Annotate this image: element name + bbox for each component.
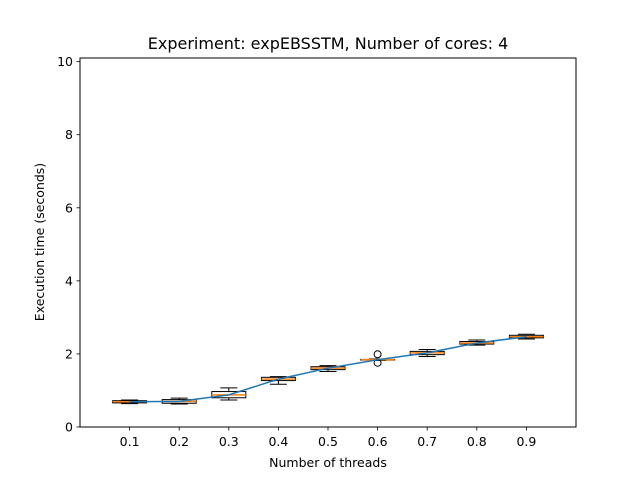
x-axis-label: Number of threads [269,455,387,470]
y-tick-label: 2 [65,346,73,361]
x-tick-label: 0.3 [219,434,239,449]
plot-area [112,333,544,405]
x-tick-label: 0.8 [467,434,487,449]
y-axis: 0 2 4 6 8 10 [57,54,80,435]
x-tick-label: 0.2 [169,434,189,449]
x-tick-label: 0.5 [318,434,338,449]
x-axis: 0.1 0.2 0.3 0.4 0.5 0.6 0.7 0.8 0.9 [120,427,536,449]
outlier-point [373,350,382,359]
y-tick-label: 10 [57,54,73,69]
y-tick-label: 8 [65,127,73,142]
chart-title: Experiment: expEBSSTM, Number of cores: … [148,34,509,53]
x-tick-label: 0.4 [268,434,288,449]
trend-line [129,336,527,403]
y-axis-label: Execution time (seconds) [32,163,47,321]
x-tick-label: 0.6 [368,434,388,449]
y-tick-label: 0 [65,420,73,435]
y-tick-label: 4 [65,273,73,288]
y-tick-label: 6 [65,200,73,215]
box-0.9 [508,333,544,340]
x-tick-label: 0.9 [516,434,536,449]
box-0.3 [211,387,247,401]
x-tick-label: 0.7 [417,434,437,449]
x-tick-label: 0.1 [120,434,140,449]
